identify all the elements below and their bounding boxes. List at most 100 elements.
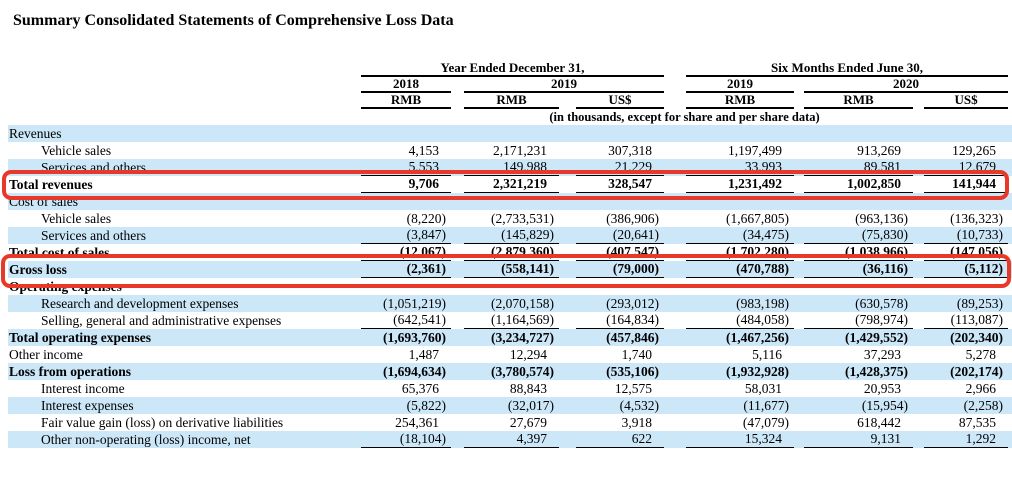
row-label: Interest expenses xyxy=(0,397,361,414)
cell-number: 4,153 xyxy=(408,143,439,158)
cell-value xyxy=(664,193,794,210)
cell-number: 5,278 xyxy=(965,347,997,362)
cell-value: 1,292 xyxy=(913,431,1009,448)
cell-number: 254,361 xyxy=(395,415,439,430)
cell-number: 5,553 xyxy=(361,159,451,176)
cell-number: (1,694,634) xyxy=(383,364,446,379)
cell-number: (3,780,574) xyxy=(491,364,554,379)
row-label: Other non-operating (loss) income, net xyxy=(0,431,361,448)
row-spacer xyxy=(1008,295,1012,312)
cell-number: (798,974) xyxy=(804,312,913,329)
cell-value: 149,988 xyxy=(451,159,559,176)
cell-value: (1,164,569) xyxy=(451,312,559,329)
cell-value: 4,153 xyxy=(361,142,451,159)
cell-number: (407,547) xyxy=(576,244,664,261)
cell-number: 1,231,492 xyxy=(686,176,794,193)
cell-number: (75,830) xyxy=(804,227,913,244)
table-row: Other non-operating (loss) income, net (1… xyxy=(0,431,1012,448)
table-row: Total revenues 9,706 2,321,219 328,547 1,231… xyxy=(0,176,1012,193)
row-label: Services and others xyxy=(0,159,361,176)
currency-header-rmb-2: RMB xyxy=(451,93,559,109)
cell-value: (75,830) xyxy=(794,227,913,244)
cell-value xyxy=(913,193,1009,210)
cell-value: (484,058) xyxy=(664,312,794,329)
table-row: Interest income 65,376 88,843 12,575 58,031 2… xyxy=(0,380,1012,397)
cell-value xyxy=(559,125,664,142)
cell-number: (12,067) xyxy=(361,244,451,261)
cell-number: (642,541) xyxy=(361,312,451,329)
cell-value: (963,136) xyxy=(794,210,913,227)
table-header: Year Ended December 31, Six Months Ended… xyxy=(4,61,1012,125)
cell-number: (5,822) xyxy=(406,398,446,413)
row-spacer xyxy=(1008,431,1012,448)
cell-value: (18,104) xyxy=(361,431,451,448)
cell-value: 65,376 xyxy=(361,380,451,397)
cell-value: 37,293 xyxy=(794,346,913,363)
cell-number: (11,677) xyxy=(743,398,789,413)
cell-number: 328,547 xyxy=(576,176,664,193)
cell-number: 2,321,219 xyxy=(464,176,559,193)
table-row: Revenues xyxy=(0,125,1012,142)
row-label: Operating expenses xyxy=(0,278,361,295)
cell-value: (5,112) xyxy=(913,261,1009,278)
table-row: Selling, general and administrative expe… xyxy=(0,312,1012,329)
header-empty-cell xyxy=(4,77,361,93)
cell-value: (1,694,634) xyxy=(361,363,451,380)
cell-value: (36,116) xyxy=(794,261,913,278)
cell-number: (1,428,375) xyxy=(845,364,908,379)
cell-number: (2,070,158) xyxy=(491,296,554,311)
cell-number: 89,581 xyxy=(804,159,913,176)
table-row: Gross loss (2,361) (558,141) (79,000) (470,7… xyxy=(0,261,1012,278)
row-spacer xyxy=(1008,142,1012,159)
cell-value: 1,002,850 xyxy=(794,176,913,193)
header-empty-cell xyxy=(4,93,361,109)
row-spacer xyxy=(1008,227,1012,244)
cell-number: (47,079) xyxy=(742,415,789,430)
table-row: Fair value gain (loss) on derivative lia… xyxy=(0,414,1012,431)
cell-number: (386,906) xyxy=(606,211,659,226)
cell-number: 12,575 xyxy=(614,381,652,396)
cell-number: 27,679 xyxy=(509,415,547,430)
header-spacer xyxy=(1008,109,1012,125)
cell-value: 328,547 xyxy=(559,176,664,193)
cell-value: (558,141) xyxy=(451,261,559,278)
table-row: Loss from operations (1,694,634) (3,780,57… xyxy=(0,363,1012,380)
cell-value: (32,017) xyxy=(451,397,559,414)
cell-value: 15,324 xyxy=(664,431,794,448)
cell-number: 87,535 xyxy=(958,415,997,430)
cell-value: 129,265 xyxy=(913,142,1008,159)
row-spacer xyxy=(1008,176,1012,193)
cell-value: 88,843 xyxy=(451,380,559,397)
cell-value xyxy=(664,125,794,142)
cell-value: (1,467,256) xyxy=(664,329,794,346)
currency-header-rmb-3: RMB xyxy=(664,93,794,109)
row-label: Selling, general and administrative expe… xyxy=(0,312,361,329)
cell-value xyxy=(559,193,664,210)
cell-value: 5,278 xyxy=(913,346,1008,363)
row-label: Services and others xyxy=(0,227,361,244)
cell-number: 5,116 xyxy=(752,347,782,362)
table-row: Total cost of sales (12,067) (2,879,360) (4… xyxy=(0,244,1012,261)
cell-value: 1,231,492 xyxy=(664,176,794,193)
table-row: Services and others (3,847) (145,829) (20,6… xyxy=(0,227,1012,244)
row-label: Total operating expenses xyxy=(0,329,361,346)
cell-value: (535,106) xyxy=(559,363,664,380)
cell-number: (2,733,531) xyxy=(491,211,554,226)
row-spacer xyxy=(1008,414,1012,431)
cell-number: (2,258) xyxy=(963,398,1004,413)
cell-value: 20,953 xyxy=(794,380,913,397)
cell-number: 1,002,850 xyxy=(804,176,913,193)
cell-number: 307,318 xyxy=(608,143,652,158)
cell-value: (293,012) xyxy=(559,295,664,312)
year-2019-6m-header: 2019 xyxy=(664,77,794,93)
cell-number: (89,253) xyxy=(956,296,1004,311)
cell-number: (630,578) xyxy=(855,296,908,311)
cell-value: 2,966 xyxy=(913,380,1008,397)
cell-number: 21,229 xyxy=(576,159,664,176)
cell-number: (32,017) xyxy=(507,398,554,413)
cell-number: 20,953 xyxy=(863,381,901,396)
cell-number: (1,693,760) xyxy=(383,330,446,345)
cell-value: (2,733,531) xyxy=(451,210,559,227)
cell-number: (293,012) xyxy=(606,296,659,311)
